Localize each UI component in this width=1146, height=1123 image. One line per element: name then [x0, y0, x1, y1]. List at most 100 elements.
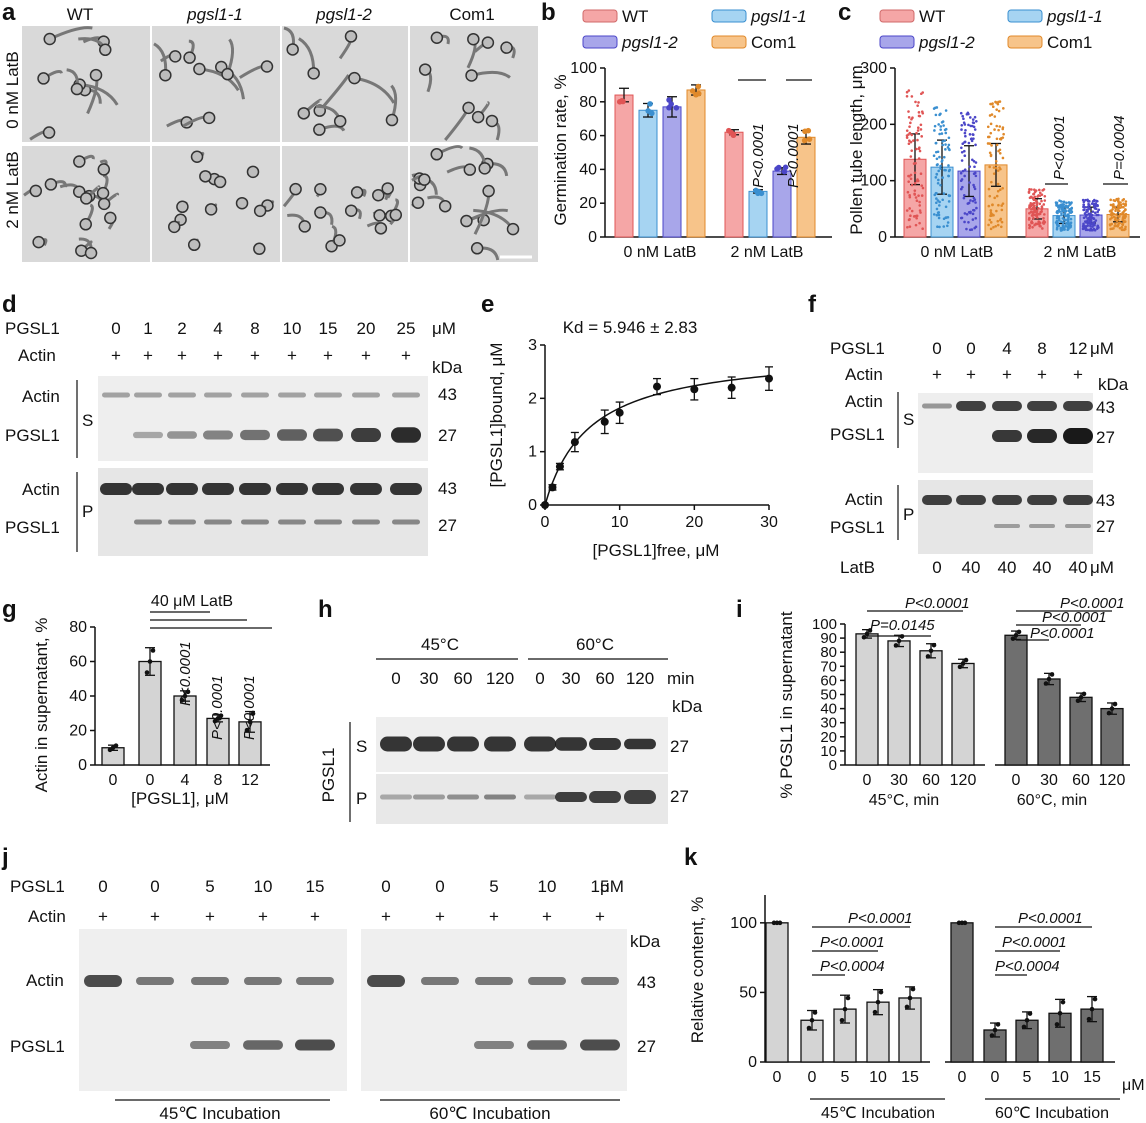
chartC-point — [914, 196, 918, 199]
chartI-ytick-label: 100 — [812, 616, 837, 633]
chartC-point — [1113, 222, 1117, 225]
chartC-point — [963, 220, 966, 224]
chartC-point — [960, 123, 964, 127]
chartC-point — [992, 225, 995, 229]
chartI-ytick-label: 20 — [820, 729, 837, 746]
chartC-point — [993, 128, 996, 131]
pollen-grain — [84, 246, 98, 260]
chartC-point — [969, 210, 972, 214]
chartC-point — [942, 192, 946, 195]
chartC-point — [975, 206, 978, 210]
pollen-grain — [430, 148, 443, 161]
chartC-point — [998, 100, 1002, 103]
j-conc: 15 — [591, 877, 610, 896]
chartC-point — [932, 154, 936, 158]
chartC-point — [960, 128, 963, 131]
chartC-point — [1113, 205, 1117, 209]
chartC-point — [1110, 216, 1114, 220]
chartC-point — [995, 194, 999, 198]
chartC-point — [1084, 198, 1087, 202]
chartB-point — [695, 83, 702, 90]
pollen-grain — [470, 242, 484, 255]
chartC-point — [921, 227, 924, 231]
f-marker-3: 27 — [1096, 517, 1115, 536]
chartC-point — [995, 108, 998, 111]
h-band-s — [380, 736, 412, 752]
j-actin-plus: + — [435, 907, 445, 926]
d-band-s-actin — [168, 392, 196, 398]
e-point — [765, 374, 773, 383]
c-legend-wt: WT — [919, 7, 945, 26]
chartC-point — [994, 159, 998, 163]
chartI-point — [1016, 629, 1022, 635]
chartC-point — [1001, 136, 1005, 139]
chartC-point — [919, 211, 922, 214]
d-band-p-pgsl1 — [168, 519, 196, 525]
chartC-point — [972, 137, 975, 140]
d-band-s-pgsl1 — [351, 427, 381, 443]
f-band-s-actin — [1063, 401, 1093, 411]
chartG-point — [179, 697, 185, 703]
chartC-point — [920, 110, 924, 113]
chartK-xtick-label: 15 — [901, 1069, 919, 1086]
d-band-p-pgsl1 — [392, 519, 420, 525]
j-actin-band-label: Actin — [26, 971, 64, 990]
g-annot: P<0.0001 — [209, 675, 226, 740]
chartC-point — [1121, 222, 1124, 226]
e-point — [727, 383, 736, 392]
d-actin-plus: + — [401, 346, 411, 365]
chartC-point — [933, 124, 937, 128]
d-band-s-actin — [352, 392, 380, 398]
chartC-point — [1069, 217, 1073, 221]
d-kda: kDa — [432, 358, 463, 377]
pollen-grain — [96, 186, 110, 200]
d-actin-plus: + — [250, 346, 260, 365]
chartC-point — [998, 151, 1002, 155]
f-band-s-pgsl1 — [992, 430, 1022, 442]
f-actin-label: Actin — [845, 365, 883, 384]
panel-f-gel: PGSL1 Actin 0 0 4 8 12 + + + + + μM kDa Actin PG… — [830, 339, 1129, 577]
chartC-point — [919, 128, 923, 131]
chartC-point — [968, 181, 971, 184]
chartC-point — [1097, 208, 1101, 212]
chartC-point — [1115, 197, 1118, 201]
chartC-point — [944, 109, 948, 112]
d-band-s-actin — [278, 392, 306, 398]
chartC-point — [961, 114, 964, 118]
chartC-point — [1040, 207, 1044, 211]
g-ylabel: Actin in supernatant, % — [32, 618, 51, 793]
chartK-ytick-label: 0 — [748, 1054, 757, 1071]
chartI-point — [1106, 710, 1112, 716]
chartC-point — [1117, 221, 1121, 225]
chartK-point — [962, 920, 968, 926]
chartI-point — [864, 631, 870, 637]
chartC-point — [905, 136, 909, 139]
chartK-point — [995, 1022, 1001, 1027]
chartC-point — [1029, 201, 1033, 205]
chartC-point — [972, 196, 976, 200]
e-point — [653, 382, 661, 391]
chartC-point — [974, 201, 977, 204]
chartC-point — [1124, 203, 1127, 207]
chartG-ytick-label: 0 — [78, 757, 87, 774]
chartC-point — [993, 196, 996, 200]
k-annot: P<0.0004 — [820, 958, 885, 975]
chartI-bar — [951, 662, 975, 766]
d-s-pgsl1: PGSL1 — [5, 426, 60, 445]
chartG-xtick-label: 0 — [109, 772, 118, 789]
d-band-s-pgsl1 — [277, 429, 307, 441]
chartC-point — [990, 180, 993, 184]
chartC-point — [944, 205, 948, 209]
chartC-point — [1055, 204, 1059, 207]
e-point — [615, 408, 624, 417]
chartC-point — [1114, 207, 1118, 210]
pollen-grain — [314, 206, 327, 219]
panel-letter-d: d — [2, 291, 17, 318]
chartC-point — [1032, 192, 1035, 196]
chartI-point — [1109, 706, 1115, 711]
chartI-bar — [1004, 634, 1028, 766]
pollen-grain — [199, 170, 212, 183]
h-time: 0 — [535, 669, 544, 688]
chartC-point — [1123, 220, 1127, 223]
chartB-ytick-label: 20 — [579, 195, 597, 212]
